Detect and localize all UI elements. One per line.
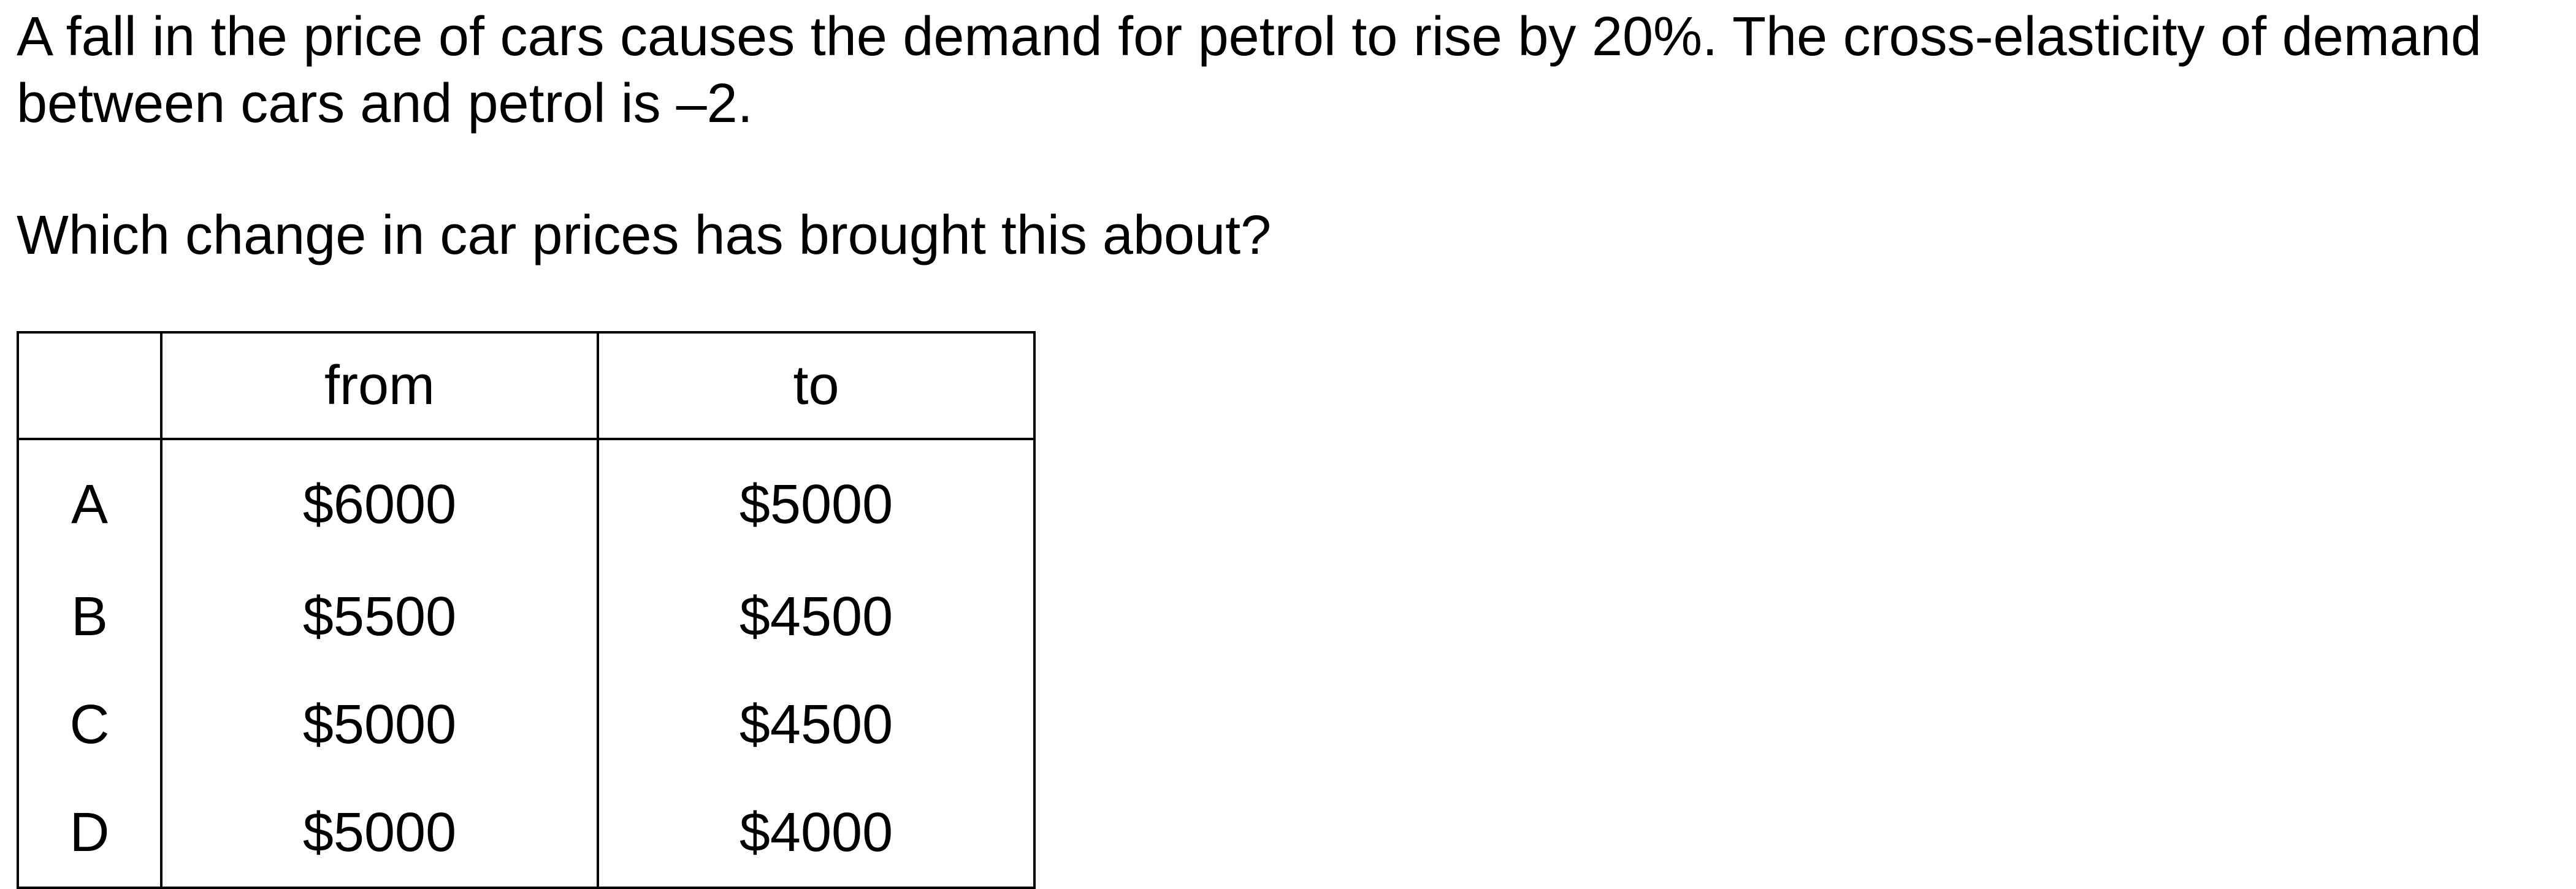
- option-to-price: $4000: [597, 779, 1036, 889]
- option-to-price: $4500: [597, 671, 1036, 779]
- table-row-option-d: D $5000 $4000: [17, 779, 1036, 889]
- header-key: [17, 331, 162, 440]
- question-stem: A fall in the price of cars causes the d…: [17, 0, 2482, 137]
- option-to-price: $5000: [597, 439, 1036, 563]
- header-from: from: [160, 331, 599, 440]
- question-prompt: Which change in car prices has brought t…: [17, 205, 1272, 266]
- option-to-price: $4500: [597, 563, 1036, 671]
- option-from-price: $5000: [160, 671, 599, 779]
- table-header-row: from to: [17, 331, 1036, 440]
- option-key: B: [17, 563, 162, 671]
- answer-options-table: from to A $6000 $5000 B $5500 $4500 C $5…: [17, 331, 1036, 889]
- question-intro: A fall in the price of cars causes the d…: [17, 6, 2482, 134]
- table-row-option-b: B $5500 $4500: [17, 563, 1036, 671]
- option-key: A: [17, 439, 162, 563]
- table-row-option-c: C $5000 $4500: [17, 671, 1036, 779]
- option-key: D: [17, 779, 162, 889]
- option-from-price: $5000: [160, 779, 599, 889]
- option-from-price: $6000: [160, 439, 599, 563]
- header-to: to: [597, 331, 1036, 440]
- option-key: C: [17, 671, 162, 779]
- table-row-option-a: A $6000 $5000: [17, 439, 1036, 563]
- option-from-price: $5500: [160, 563, 599, 671]
